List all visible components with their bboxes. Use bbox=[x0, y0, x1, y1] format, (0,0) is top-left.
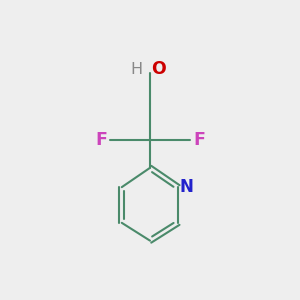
Text: H: H bbox=[130, 62, 143, 77]
Text: O: O bbox=[152, 60, 166, 78]
Text: F: F bbox=[95, 130, 107, 148]
Text: F: F bbox=[193, 130, 205, 148]
Text: N: N bbox=[179, 178, 193, 196]
